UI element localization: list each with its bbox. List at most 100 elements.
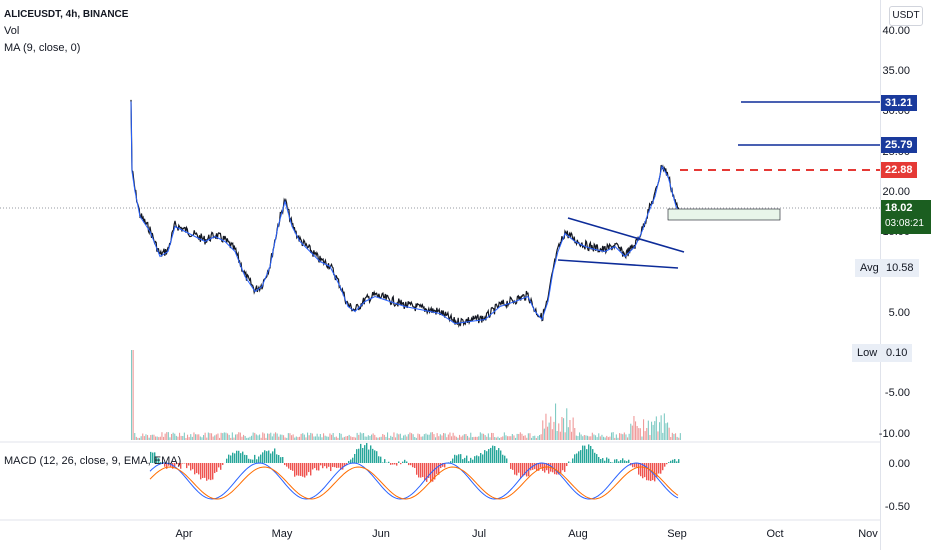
volume-bar bbox=[182, 436, 184, 440]
volume-bar bbox=[203, 435, 205, 440]
trendline-lower[interactable] bbox=[557, 259, 679, 269]
macd-histogram-bar bbox=[658, 463, 660, 474]
volume-bar bbox=[635, 421, 637, 440]
macd-histogram-bar bbox=[250, 459, 252, 463]
macd-histogram-bar bbox=[230, 455, 232, 463]
volume-bar bbox=[539, 435, 541, 440]
volume-bar bbox=[452, 432, 454, 440]
target-zone-box[interactable] bbox=[667, 208, 781, 221]
volume-bar bbox=[609, 436, 611, 440]
volume-bar bbox=[163, 436, 165, 440]
volume-bar bbox=[644, 431, 646, 440]
volume-bar bbox=[316, 433, 318, 440]
macd-histogram-bar bbox=[426, 463, 428, 482]
volume-bar bbox=[295, 436, 297, 440]
volume-bar bbox=[558, 423, 560, 440]
volume-bar bbox=[299, 436, 301, 440]
macd-histogram-bar bbox=[294, 463, 296, 477]
volume-bar bbox=[543, 428, 545, 440]
volume-legend[interactable]: Vol bbox=[4, 25, 20, 37]
time-axis-label: May bbox=[271, 528, 293, 540]
volume-bar bbox=[251, 435, 253, 440]
volume-bar bbox=[462, 435, 464, 440]
volume-bar bbox=[196, 434, 198, 440]
macd-legend[interactable]: MACD (12, 26, close, 9, EMA, EMA) bbox=[4, 455, 182, 467]
macd-histogram-bar bbox=[486, 451, 488, 463]
volume-bar bbox=[324, 435, 326, 440]
volume-bar bbox=[222, 433, 224, 440]
volume-bar bbox=[521, 433, 523, 440]
volume-bar bbox=[678, 437, 680, 440]
macd-histogram-bar bbox=[474, 456, 476, 463]
current-price-value: 18.02 bbox=[885, 202, 913, 214]
trendline-upper[interactable] bbox=[567, 217, 685, 253]
symbol-legend[interactable]: ALICEUSDT, 4h, BINANCE bbox=[4, 9, 129, 20]
volume-bar bbox=[383, 434, 385, 440]
macd-histogram-bar bbox=[656, 463, 658, 477]
macd-histogram-bar bbox=[348, 460, 350, 463]
macd-histogram-bar bbox=[450, 461, 452, 463]
volume-bar bbox=[287, 433, 289, 440]
macd-histogram-bar bbox=[602, 458, 604, 463]
volume-bar bbox=[611, 432, 613, 440]
macd-histogram-bar bbox=[676, 461, 678, 463]
macd-histogram-bar bbox=[388, 461, 390, 463]
volume-bar bbox=[431, 432, 433, 440]
volume-bar bbox=[166, 432, 168, 440]
macd-histogram-bar bbox=[376, 451, 378, 463]
volume-bar bbox=[310, 432, 312, 440]
macd-histogram-bar bbox=[566, 463, 568, 467]
volume-bar bbox=[446, 437, 448, 440]
volume-bar bbox=[276, 433, 278, 440]
volume-bar bbox=[195, 434, 197, 440]
volume-bar bbox=[551, 429, 553, 440]
volume-bar bbox=[238, 432, 240, 440]
volume-bar bbox=[294, 437, 296, 440]
macd-histogram-bar bbox=[238, 450, 240, 463]
volume-bar bbox=[668, 427, 670, 440]
macd-histogram-bar bbox=[274, 448, 276, 463]
volume-bar bbox=[617, 437, 619, 440]
volume-bar bbox=[406, 436, 408, 440]
time-axis-label: Jun bbox=[372, 528, 390, 540]
macd-histogram-bar bbox=[354, 453, 356, 463]
volume-bar bbox=[502, 436, 504, 440]
macd-histogram-bar bbox=[678, 459, 680, 463]
macd-histogram-bar bbox=[664, 463, 666, 467]
volume-bar bbox=[633, 416, 635, 440]
macd-histogram-bar bbox=[438, 463, 440, 475]
volume-bar bbox=[340, 433, 342, 440]
volume-bar bbox=[318, 436, 320, 440]
volume-bar bbox=[174, 433, 176, 440]
volume-bar bbox=[417, 433, 419, 440]
macd-histogram-bar bbox=[484, 450, 486, 463]
macd-histogram-bar bbox=[360, 443, 362, 463]
volume-bar bbox=[219, 437, 221, 440]
macd-histogram-bar bbox=[252, 459, 254, 463]
ma-legend[interactable]: MA (9, close, 0) bbox=[4, 42, 81, 54]
macd-histogram-bar bbox=[260, 454, 262, 463]
macd-histogram-bar bbox=[188, 463, 190, 466]
macd-histogram-bar bbox=[366, 443, 368, 463]
volume-bar bbox=[575, 435, 577, 440]
currency-badge[interactable]: USDT bbox=[889, 6, 923, 26]
volume-bar bbox=[311, 433, 313, 440]
volume-bar bbox=[473, 436, 475, 440]
volume-bar bbox=[476, 436, 478, 440]
volume-bar bbox=[180, 435, 182, 440]
macd-histogram-bar bbox=[350, 459, 352, 463]
volume-bar bbox=[529, 433, 531, 440]
macd-histogram-bar bbox=[306, 463, 308, 476]
macd-histogram-bar bbox=[356, 449, 358, 463]
volume-bar bbox=[403, 435, 405, 440]
volume-bar bbox=[580, 434, 582, 440]
volume-bar bbox=[457, 437, 459, 440]
volume-bar bbox=[244, 436, 246, 440]
volume-bar bbox=[516, 433, 518, 440]
macd-histogram-bar bbox=[564, 463, 566, 472]
macd-histogram-bar bbox=[168, 463, 170, 466]
axis-tick: -10.00 bbox=[878, 428, 910, 440]
volume-bar bbox=[286, 437, 288, 440]
volume-bar bbox=[385, 436, 387, 440]
